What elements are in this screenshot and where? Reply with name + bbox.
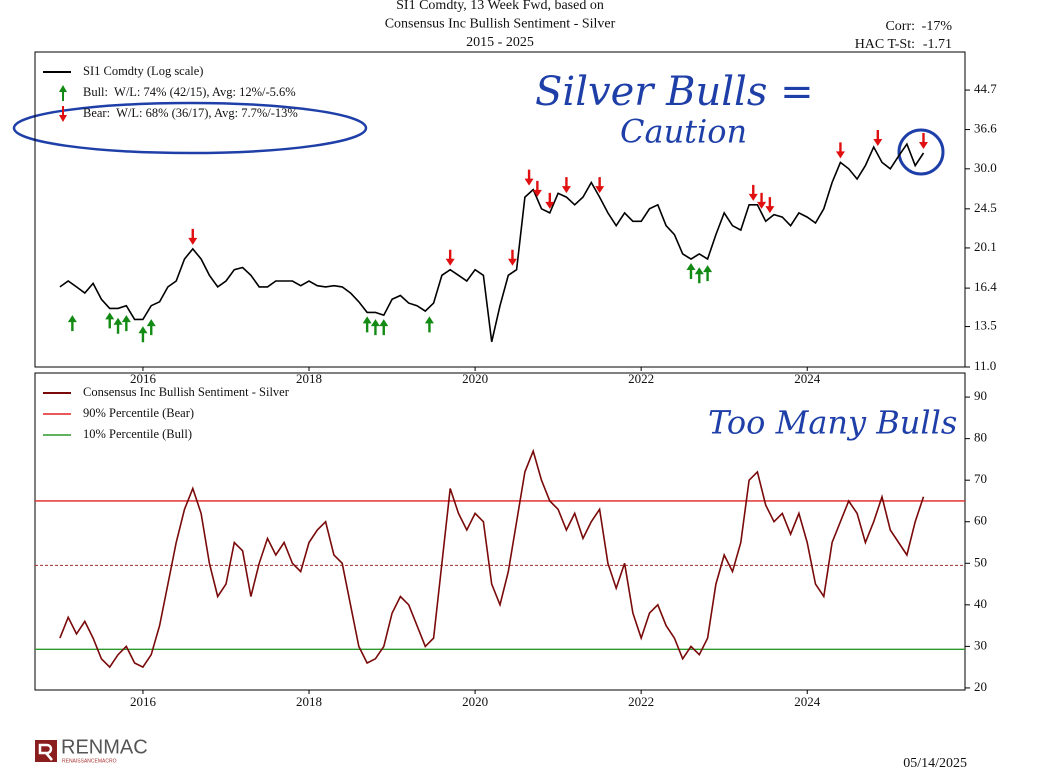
handwritten-note: Caution bbox=[620, 113, 747, 151]
legend-swatch bbox=[59, 106, 67, 122]
y-tick-label: 50 bbox=[974, 554, 987, 569]
y-tick-label: 30.0 bbox=[974, 160, 997, 175]
y-tick-label: 90 bbox=[974, 388, 987, 403]
chart-title: 2015 - 2025 bbox=[466, 35, 534, 50]
legend-swatch bbox=[59, 85, 67, 101]
hand-circle bbox=[897, 128, 945, 176]
x-tick-label: 2016 bbox=[130, 694, 157, 709]
bear-arrow bbox=[748, 184, 758, 201]
bull-arrow bbox=[379, 319, 389, 336]
bear-arrow bbox=[873, 130, 883, 147]
stat-value: -17% bbox=[922, 19, 953, 34]
bull-arrow bbox=[370, 319, 380, 336]
bull-arrow bbox=[105, 312, 115, 329]
x-tick-label: 2018 bbox=[296, 371, 322, 386]
bull-arrow bbox=[694, 267, 704, 284]
y-tick-label: 80 bbox=[974, 430, 987, 445]
y-tick-label: 24.5 bbox=[974, 200, 997, 215]
bull-arrow bbox=[121, 315, 131, 332]
bull-arrow bbox=[686, 263, 696, 280]
x-tick-label: 2016 bbox=[130, 371, 157, 386]
y-tick-label: 20 bbox=[974, 679, 987, 694]
legend-label: 90% Percentile (Bear) bbox=[83, 406, 194, 420]
stat-value: -1.71 bbox=[923, 37, 952, 52]
y-tick-label: 60 bbox=[974, 513, 987, 528]
legend-label: 10% Percentile (Bull) bbox=[83, 427, 192, 441]
legend-label: Bull: W/L: 74% (42/15), Avg: 12%/-5.6% bbox=[83, 85, 296, 99]
bull-arrow bbox=[138, 326, 148, 343]
chart-title: SI1 Comdty, 13 Week Fwd, based on bbox=[396, 0, 604, 13]
y-tick-label: 11.0 bbox=[974, 358, 996, 373]
x-tick-label: 2024 bbox=[794, 371, 821, 386]
y-tick-label: 20.1 bbox=[974, 239, 997, 254]
legend-label: Bear: W/L: 68% (36/17), Avg: 7.7%/-13% bbox=[83, 106, 298, 120]
y-tick-label: 13.5 bbox=[974, 318, 997, 333]
x-tick-label: 2020 bbox=[462, 371, 488, 386]
bear-arrow bbox=[532, 180, 542, 197]
y-tick-label: 30 bbox=[974, 637, 987, 652]
bull-arrow bbox=[67, 315, 77, 332]
bull-arrow bbox=[703, 265, 713, 282]
logo-subtext: RENAISSANCEMACRO bbox=[62, 758, 117, 764]
series-line bbox=[59, 448, 925, 669]
bear-arrow bbox=[595, 177, 605, 194]
x-tick-label: 2022 bbox=[628, 694, 654, 709]
bear-arrow bbox=[765, 197, 775, 214]
stat-label: HAC T-St: bbox=[855, 37, 915, 52]
bear-arrow bbox=[757, 192, 767, 209]
y-tick-label: 44.7 bbox=[974, 81, 997, 96]
legend-label: SI1 Comdty (Log scale) bbox=[83, 64, 203, 78]
x-tick-label: 2018 bbox=[296, 694, 322, 709]
handwritten-note: Silver Bulls = bbox=[535, 69, 814, 115]
bear-arrow bbox=[561, 177, 571, 194]
bear-arrow bbox=[835, 142, 845, 159]
legend-label: Consensus Inc Bullish Sentiment - Silver bbox=[83, 385, 290, 399]
hand-ellipse bbox=[12, 101, 368, 155]
footer-date: 05/14/2025 bbox=[903, 756, 967, 771]
y-tick-label: 70 bbox=[974, 471, 987, 486]
bull-arrow bbox=[113, 317, 123, 334]
bear-arrow bbox=[507, 249, 517, 266]
x-tick-label: 2020 bbox=[462, 694, 488, 709]
bear-arrow bbox=[524, 169, 534, 186]
series-line bbox=[59, 142, 925, 342]
handwritten-note: Too Many Bulls bbox=[708, 404, 957, 442]
x-tick-label: 2022 bbox=[628, 371, 654, 386]
logo-text: RENMAC bbox=[61, 736, 148, 758]
bear-arrow bbox=[445, 249, 455, 266]
y-tick-label: 40 bbox=[974, 596, 987, 611]
y-tick-label: 16.4 bbox=[974, 279, 997, 294]
bear-arrow bbox=[918, 133, 928, 150]
bear-arrow bbox=[188, 228, 198, 245]
bull-arrow bbox=[146, 319, 156, 336]
logo-mark bbox=[35, 740, 57, 762]
chart-title: Consensus Inc Bullish Sentiment - Silver bbox=[385, 17, 616, 32]
logo-glyph bbox=[38, 743, 53, 761]
bull-arrow bbox=[424, 316, 434, 333]
bull-arrow bbox=[362, 316, 372, 333]
plot-frame bbox=[34, 372, 966, 691]
x-tick-label: 2024 bbox=[794, 694, 821, 709]
y-tick-label: 36.6 bbox=[974, 121, 997, 136]
bear-arrow bbox=[545, 192, 555, 209]
plot-frame bbox=[34, 51, 966, 368]
stat-label: Corr: bbox=[885, 19, 915, 34]
